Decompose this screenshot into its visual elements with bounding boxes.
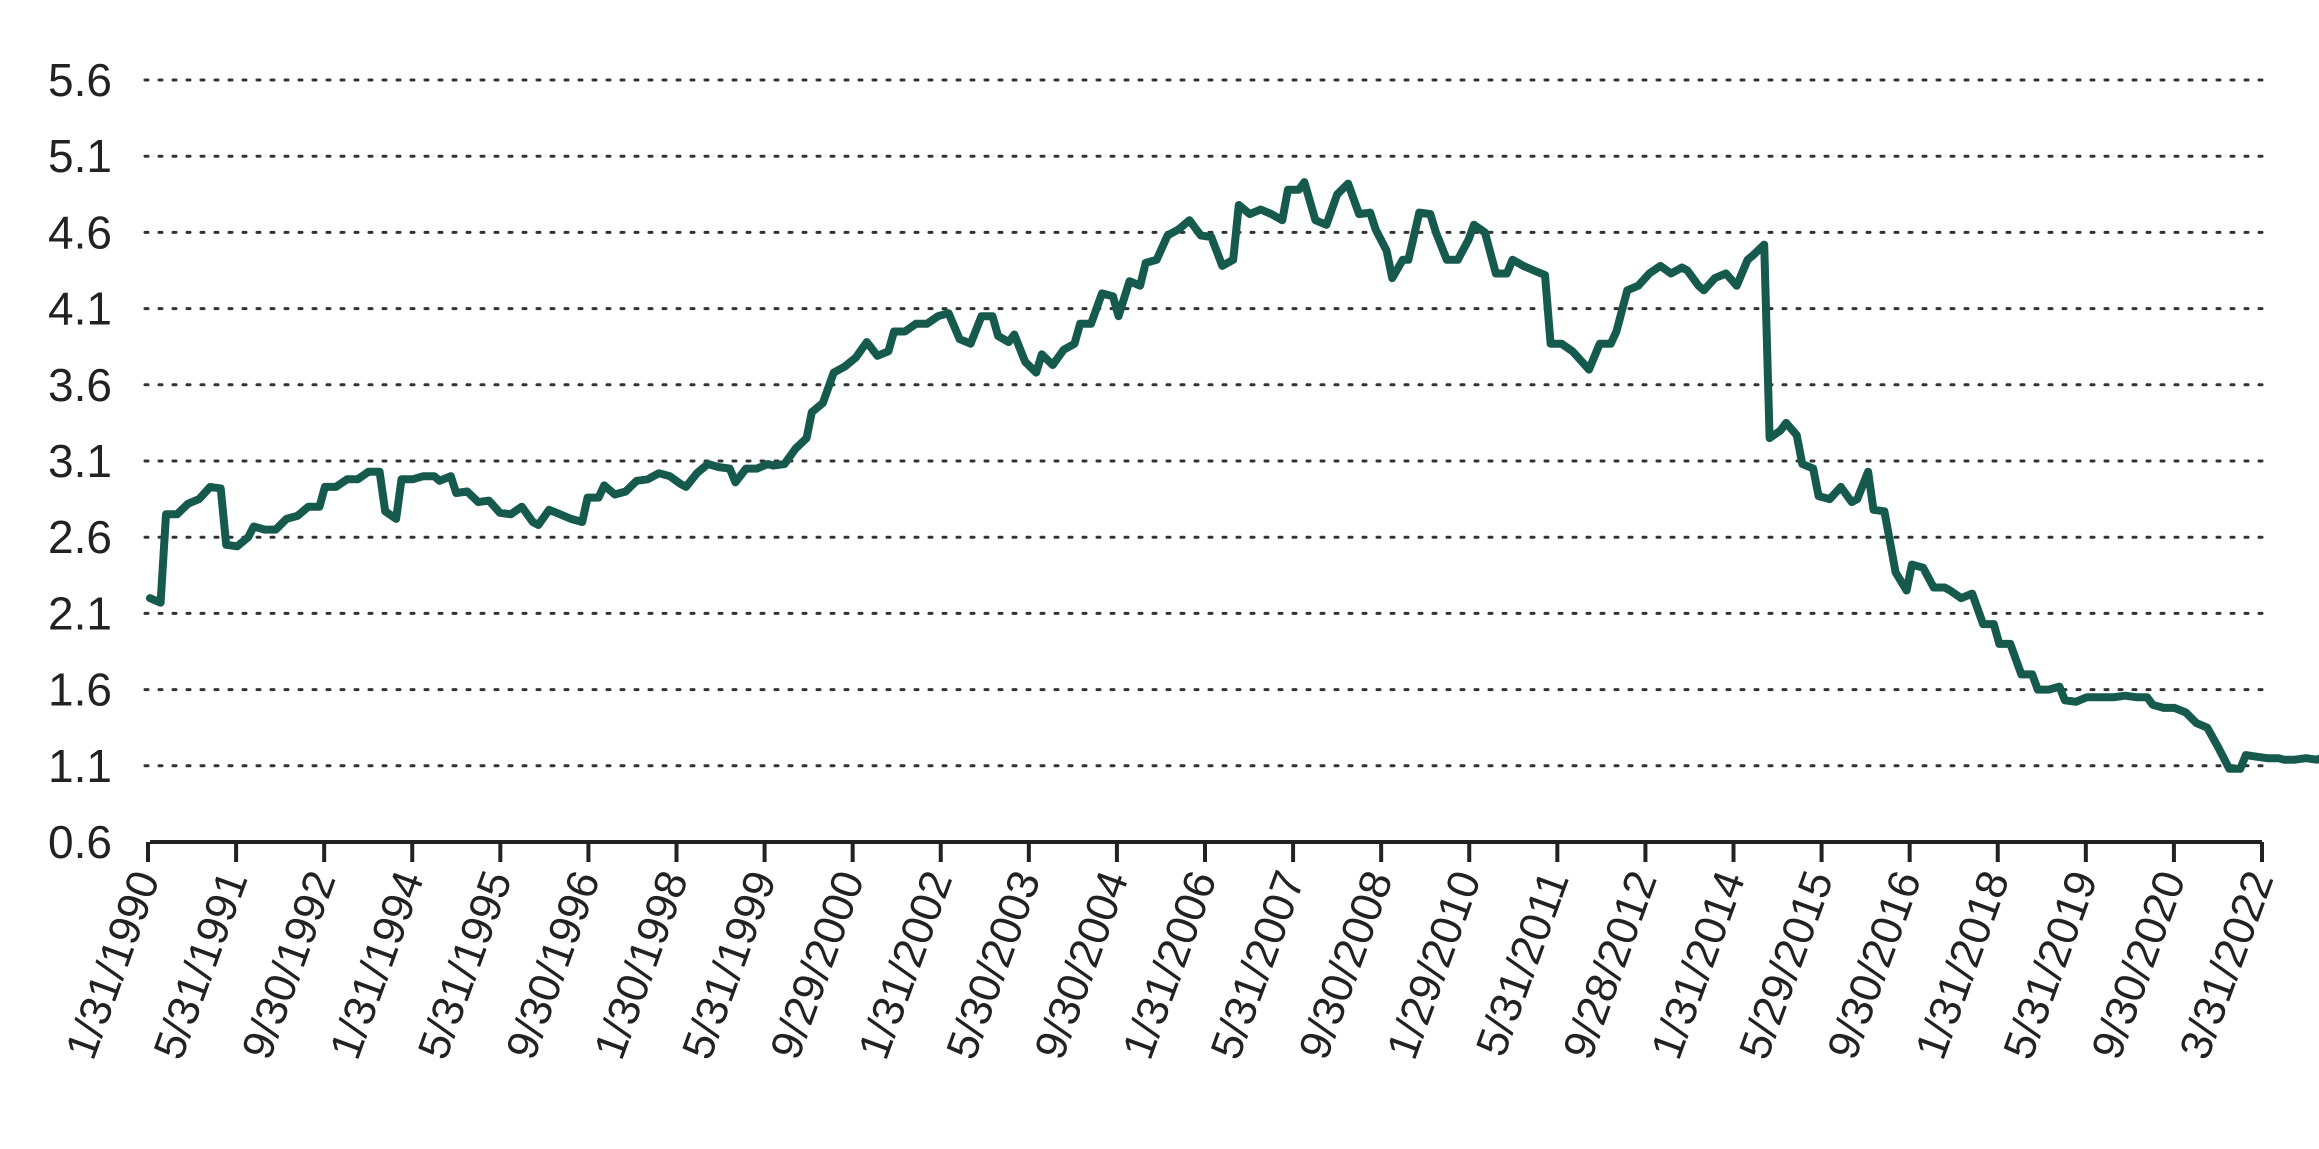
y-tick-label: 5.1 xyxy=(48,130,112,182)
y-tick-label: 2.6 xyxy=(48,511,112,563)
y-axis-tick-labels: 0.6 1.1 1.6 2.1 2.6 3.1 3.6 4.1 4.6 5.1 5.6 xyxy=(48,54,112,868)
y-tick-label: 2.1 xyxy=(48,587,112,639)
gridlines xyxy=(143,78,2264,768)
y-tick-label: 0.6 xyxy=(48,816,112,868)
x-axis: 1/31/19905/31/19919/30/19921/31/19945/31… xyxy=(56,840,2283,1065)
series-line xyxy=(146,178,2319,773)
y-tick-label: 1.6 xyxy=(48,664,112,716)
y-tick-label: 4.6 xyxy=(48,206,112,258)
series-layer xyxy=(146,178,2319,773)
y-tick-label: 4.1 xyxy=(48,283,112,335)
y-tick-label: 3.6 xyxy=(48,359,112,411)
y-tick-label: 3.1 xyxy=(48,435,112,487)
y-tick-label: 5.6 xyxy=(48,54,112,106)
y-tick-label: 1.1 xyxy=(48,740,112,792)
